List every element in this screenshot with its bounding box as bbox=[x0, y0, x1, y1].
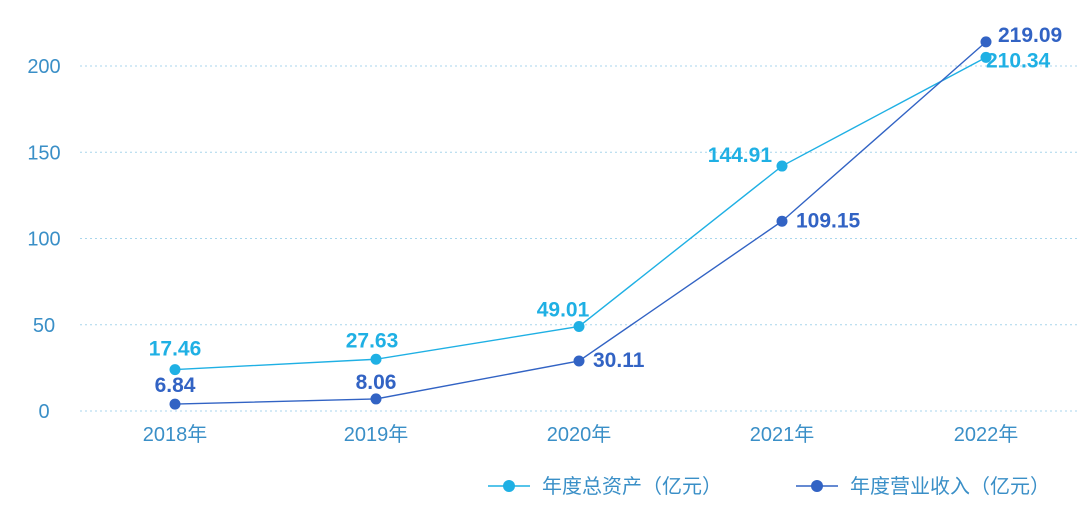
data-point bbox=[169, 364, 181, 376]
data-point bbox=[573, 355, 585, 367]
y-tick-label: 0 bbox=[38, 401, 49, 423]
data-point bbox=[980, 36, 992, 48]
data-label: 144.91 bbox=[708, 144, 773, 167]
data-point bbox=[370, 353, 382, 365]
data-point bbox=[169, 398, 181, 410]
data-point bbox=[776, 215, 788, 227]
data-label: 49.01 bbox=[537, 298, 590, 321]
legend-label-2: 年度营业收入（亿元） bbox=[850, 475, 1050, 498]
legend-marker bbox=[811, 480, 823, 492]
data-label: 219.09 bbox=[998, 24, 1062, 47]
data-label: 8.06 bbox=[356, 371, 397, 394]
data-label: 27.63 bbox=[346, 329, 399, 352]
x-tick-label: 2020年 bbox=[547, 423, 612, 446]
data-point bbox=[370, 393, 382, 405]
data-point bbox=[980, 51, 992, 63]
x-tick-label: 2021年 bbox=[750, 423, 815, 446]
data-label: 6.84 bbox=[155, 374, 196, 397]
x-tick-label: 2018年 bbox=[143, 423, 208, 446]
x-tick-label: 2022年 bbox=[954, 423, 1019, 446]
legend-marker bbox=[503, 480, 515, 492]
x-tick-label: 2019年 bbox=[344, 423, 409, 446]
y-tick-label: 150 bbox=[27, 142, 60, 164]
y-tick-label: 200 bbox=[27, 56, 60, 78]
y-tick-label: 100 bbox=[27, 229, 60, 251]
data-point bbox=[573, 320, 585, 332]
data-point bbox=[776, 160, 788, 172]
data-label: 210.34 bbox=[986, 49, 1051, 72]
y-tick-label: 50 bbox=[33, 315, 55, 337]
legend-label-1: 年度总资产（亿元） bbox=[542, 475, 722, 498]
data-label: 30.11 bbox=[593, 349, 645, 372]
series-line-2 bbox=[174, 41, 987, 405]
data-label: 109.15 bbox=[796, 209, 861, 232]
data-label: 17.46 bbox=[149, 338, 202, 361]
